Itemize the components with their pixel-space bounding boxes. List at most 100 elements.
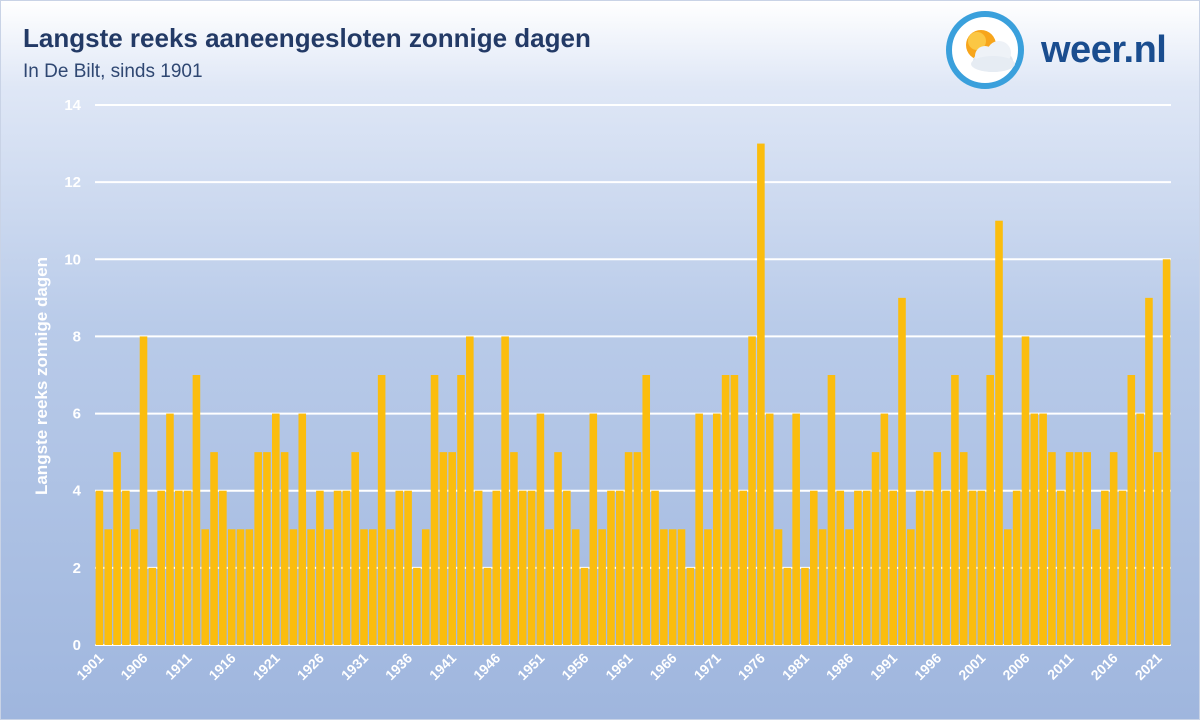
bar-2005 xyxy=(1012,490,1021,645)
sun-cloud-icon xyxy=(946,11,1024,89)
bar-1999 xyxy=(959,452,968,645)
bar-1982 xyxy=(810,490,818,645)
bar-2010 xyxy=(1056,490,1065,645)
bar-2012 xyxy=(1074,452,1083,645)
bar-1967 xyxy=(677,529,686,645)
bar-1932 xyxy=(369,529,377,645)
bar-1986 xyxy=(845,529,853,645)
bar-1997 xyxy=(942,490,950,645)
x-axis-ticks: 1901 1906 1911 1916 1921 1926 1931 1936 1941 1946… xyxy=(73,650,1165,683)
y-tick-label: 6 xyxy=(73,406,81,423)
bar-1984 xyxy=(827,375,836,645)
bar-1905 xyxy=(130,529,139,645)
bar-1976 xyxy=(757,143,765,645)
bar-1968 xyxy=(686,567,695,645)
bar-1933 xyxy=(377,375,386,645)
bar-1925 xyxy=(307,529,315,645)
bar-1998 xyxy=(951,375,959,645)
bar-1950 xyxy=(527,490,536,645)
bar-1947 xyxy=(501,336,509,645)
bar-1911 xyxy=(183,490,192,645)
bar-1916 xyxy=(227,529,236,645)
x-tick-label: 1961 xyxy=(602,650,635,683)
bar-1974 xyxy=(739,490,748,645)
bar-1941 xyxy=(448,452,456,645)
bar-1975 xyxy=(748,336,756,645)
bar-1995 xyxy=(924,490,933,645)
bar-1924 xyxy=(298,413,307,645)
x-tick-label: 1911 xyxy=(162,650,195,683)
bar-2000 xyxy=(968,490,977,645)
x-tick-label: 2016 xyxy=(1087,650,1120,683)
chart-title: Langste reeks aaneengesloten zonnige dag… xyxy=(23,23,591,53)
x-tick-label: 2006 xyxy=(999,650,1032,683)
bar-1960 xyxy=(615,490,624,645)
bar-1910 xyxy=(174,490,183,645)
bar-1939 xyxy=(430,375,439,645)
x-tick-label: 1946 xyxy=(470,650,503,683)
x-tick-label: 1951 xyxy=(514,650,547,683)
bar-1919 xyxy=(254,452,262,645)
bar-1926 xyxy=(316,490,324,645)
bar-1983 xyxy=(818,529,827,645)
bar-1946 xyxy=(492,490,501,645)
bar-1909 xyxy=(166,413,174,645)
x-tick-label: 1996 xyxy=(911,650,944,683)
bar-1994 xyxy=(915,490,924,645)
bar-1989 xyxy=(871,452,880,645)
y-tick-label: 14 xyxy=(64,97,81,114)
bar-1940 xyxy=(439,452,448,645)
bar-1921 xyxy=(272,413,280,645)
x-tick-label: 1906 xyxy=(117,650,150,683)
y-tick-label: 0 xyxy=(73,637,81,654)
bar-1979 xyxy=(783,567,792,645)
bar-1943 xyxy=(466,336,474,645)
bar-2011 xyxy=(1065,452,1074,645)
bar-1908 xyxy=(157,490,165,645)
bar-1993 xyxy=(907,529,915,645)
bar-1901 xyxy=(95,490,104,645)
bar-1992 xyxy=(898,297,906,645)
bar-2013 xyxy=(1083,452,1091,645)
bar-1927 xyxy=(324,529,333,645)
bar-1972 xyxy=(721,375,730,645)
bar-1938 xyxy=(421,529,430,645)
bar-1980 xyxy=(792,413,800,645)
bar-1971 xyxy=(712,413,721,645)
bar-1937 xyxy=(413,567,421,645)
x-tick-label: 1931 xyxy=(338,650,371,683)
y-axis-ticks: 0 2 4 6 8 10 12 14 xyxy=(64,97,81,654)
bar-1903 xyxy=(113,452,121,645)
bar-2003 xyxy=(995,220,1003,645)
bar-2002 xyxy=(986,375,994,645)
bar-1956 xyxy=(580,567,589,645)
bar-1959 xyxy=(607,490,615,645)
bar-1964 xyxy=(651,490,659,645)
bar-1935 xyxy=(395,490,404,645)
bar-1965 xyxy=(660,529,668,645)
chart-subtitle: In De Bilt, sinds 1901 xyxy=(23,61,203,82)
x-tick-label: 1936 xyxy=(382,650,415,683)
y-tick-label: 8 xyxy=(73,328,81,345)
bar-2020 xyxy=(1145,297,1153,645)
bar-1981 xyxy=(801,567,809,645)
bar-1957 xyxy=(589,413,598,645)
bar-2004 xyxy=(1004,529,1012,645)
y-tick-label: 4 xyxy=(73,483,82,500)
x-tick-label: 1926 xyxy=(294,650,327,683)
bar-1949 xyxy=(518,490,527,645)
bar-1953 xyxy=(554,452,562,645)
bar-1977 xyxy=(765,413,774,645)
bar-1973 xyxy=(730,375,739,645)
bar-1988 xyxy=(862,490,871,645)
bar-1914 xyxy=(210,452,218,645)
x-tick-label: 1966 xyxy=(646,650,679,683)
x-tick-label: 2011 xyxy=(1044,650,1077,683)
bar-1951 xyxy=(536,413,545,645)
bar-1907 xyxy=(148,567,157,645)
brand-logo xyxy=(943,9,1193,91)
bar-1944 xyxy=(474,490,483,645)
x-tick-label: 1916 xyxy=(205,650,238,683)
x-tick-label: 1941 xyxy=(426,650,459,683)
